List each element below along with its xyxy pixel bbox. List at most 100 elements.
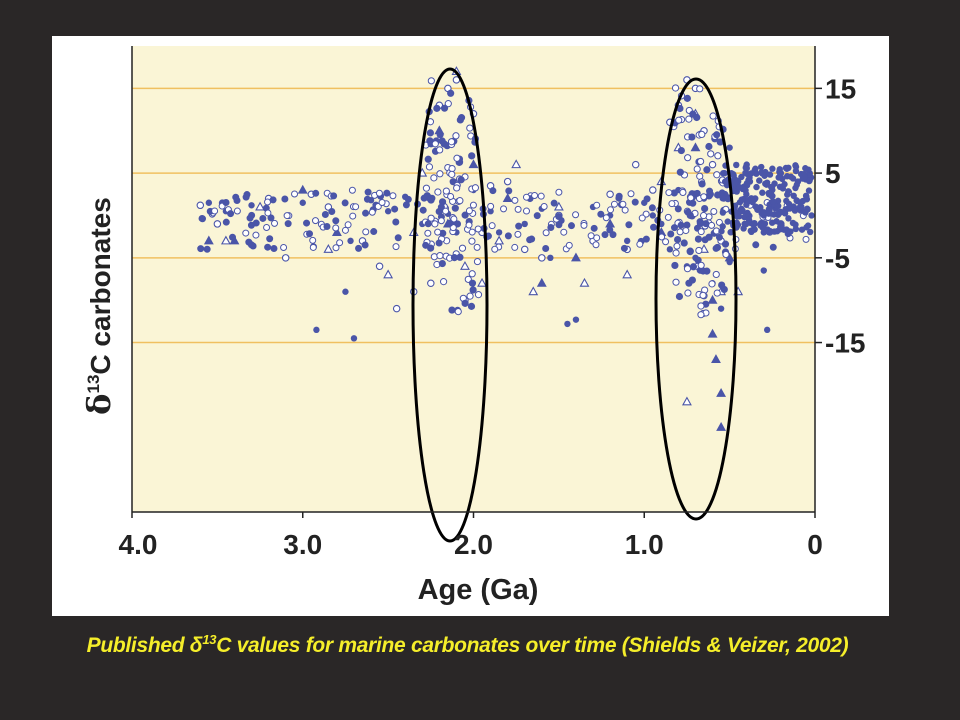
point-recent xyxy=(733,213,741,220)
point-band xyxy=(450,215,458,223)
point-recent xyxy=(806,177,813,185)
point-recent xyxy=(758,163,765,171)
point-band xyxy=(473,243,481,251)
point-band xyxy=(683,221,691,229)
point-band xyxy=(673,242,681,250)
point-cluster xyxy=(468,270,476,278)
chart-panel: 4.0 3.0 2.0 1.0 0 15 5 -5 -15 Age (Ga) δ13C car… xyxy=(52,36,889,616)
point-band xyxy=(547,223,555,231)
point-band xyxy=(667,230,675,238)
point-filled-triangle xyxy=(707,328,718,338)
point-band xyxy=(362,228,370,236)
point-band xyxy=(280,243,288,251)
point-recent xyxy=(802,165,809,172)
point-band xyxy=(609,231,617,239)
point-band xyxy=(362,209,370,217)
point-recent xyxy=(727,229,734,236)
point-band xyxy=(270,245,278,253)
point-cluster xyxy=(454,307,462,316)
point-cluster xyxy=(721,240,730,248)
point-recent xyxy=(803,196,811,203)
point-band xyxy=(246,214,254,222)
point-band xyxy=(590,224,598,232)
point-band xyxy=(511,243,519,251)
point-filled-triangle xyxy=(690,142,701,152)
point-recent xyxy=(765,210,772,217)
point-cluster xyxy=(457,176,465,184)
point-recent xyxy=(751,226,758,233)
point-band xyxy=(383,189,391,197)
y-axis-label-delta: δ xyxy=(80,393,118,414)
point-band xyxy=(769,243,777,251)
point-cluster xyxy=(436,146,444,154)
point-cluster xyxy=(461,211,469,219)
point-band xyxy=(309,236,317,244)
point-cluster xyxy=(427,77,435,85)
point-cluster xyxy=(430,174,438,182)
point-band xyxy=(592,241,600,249)
point-filled-circle xyxy=(808,212,815,219)
caption-prefix: Published δ xyxy=(86,634,203,657)
point-band xyxy=(222,199,230,207)
point-band xyxy=(648,204,656,212)
point-band xyxy=(328,208,336,216)
scatter-chart: 4.0 3.0 2.0 1.0 0 15 5 -5 -15 Age (Ga) δ13C car… xyxy=(80,46,865,606)
point-band xyxy=(312,189,320,197)
point-filled-triangle xyxy=(502,193,513,203)
point-band xyxy=(542,229,550,237)
point-cluster xyxy=(698,130,706,139)
point-recent xyxy=(769,165,776,172)
point-open-circle xyxy=(213,220,222,228)
point-cluster xyxy=(471,184,480,192)
ellipse-paleoproterozoic xyxy=(411,67,489,543)
point-band xyxy=(306,230,314,238)
x-tick-label: 0 xyxy=(807,529,823,560)
point-band xyxy=(419,206,427,214)
point-cluster xyxy=(448,306,456,314)
point-filled-circle xyxy=(572,316,580,323)
point-cluster xyxy=(683,94,691,102)
point-band xyxy=(636,240,644,248)
point-band xyxy=(249,242,257,250)
y-axis-label-text: C carbonates xyxy=(85,197,116,374)
point-band xyxy=(402,201,410,209)
point-band xyxy=(434,228,442,236)
point-band xyxy=(332,224,340,232)
point-cluster xyxy=(712,270,720,279)
point-band xyxy=(332,244,340,252)
point-cluster xyxy=(705,142,713,151)
point-band xyxy=(267,214,275,222)
point-cluster xyxy=(671,261,679,270)
point-band xyxy=(668,200,676,208)
point-cluster xyxy=(713,171,721,179)
point-band xyxy=(621,206,629,214)
point-recent xyxy=(753,170,760,177)
point-recent xyxy=(745,216,753,223)
point-filled-triangle xyxy=(716,421,727,431)
point-cluster xyxy=(697,311,705,319)
point-recent xyxy=(719,209,727,216)
point-cluster xyxy=(424,155,432,163)
point-open-triangle xyxy=(511,159,522,169)
point-band xyxy=(263,224,271,232)
point-recent xyxy=(733,161,740,169)
point-band xyxy=(370,228,378,236)
axes xyxy=(131,46,822,518)
point-band xyxy=(515,222,523,230)
point-recent xyxy=(756,177,763,184)
point-recent xyxy=(775,174,782,181)
point-filled-triangle xyxy=(203,235,214,245)
point-band xyxy=(227,210,235,218)
point-band xyxy=(487,202,495,210)
point-filled-circle xyxy=(487,208,494,215)
point-filled-circle xyxy=(342,288,349,295)
point-filled-circle xyxy=(313,326,320,334)
point-band xyxy=(597,210,605,218)
point-band xyxy=(565,241,573,249)
point-cluster xyxy=(468,152,476,160)
point-recent xyxy=(773,218,780,225)
point-recent xyxy=(792,163,800,171)
point-open-circle xyxy=(631,160,640,169)
point-cluster xyxy=(677,146,685,155)
point-band xyxy=(752,241,760,249)
